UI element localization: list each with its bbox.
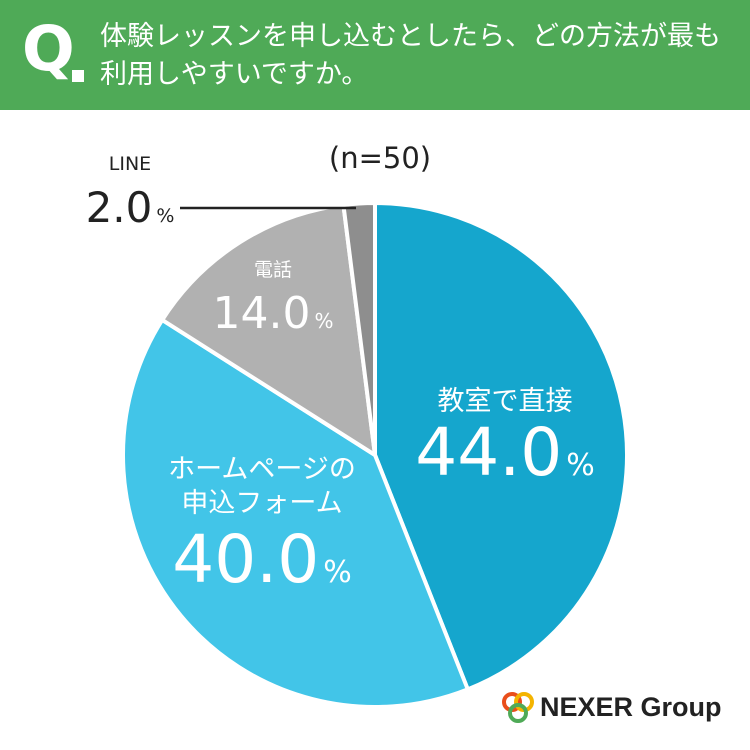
slice-label-1-line-1: 申込フォーム xyxy=(181,488,342,519)
logo-rings-icon xyxy=(502,692,534,723)
logo-text: NEXER Group xyxy=(540,692,722,722)
question-line-2: 利用しやすいですか。 xyxy=(100,59,369,90)
sample-size-note: (n=50) xyxy=(329,141,431,175)
slice-label-0-line-0: 教室で直接 xyxy=(438,386,573,417)
question-header: Q 体験レッスンを申し込むとしたら、どの方法が最も 利用しやすいですか。 xyxy=(0,0,750,110)
slice-value-3: 2.0% xyxy=(86,183,175,232)
slice-label-1-line-0: ホームページの xyxy=(168,454,356,485)
slice-label-2-line-0: 電話 xyxy=(254,259,292,281)
slice-value-0: 44.0% xyxy=(415,414,594,491)
question-text: 体験レッスンを申し込むとしたら、どの方法が最も 利用しやすいですか。 xyxy=(100,18,740,94)
pie-slice-3 xyxy=(341,201,377,457)
pie-slices xyxy=(121,201,629,709)
pie-slice-0 xyxy=(373,201,629,692)
slice-value-2: 14.0% xyxy=(213,288,334,339)
slice-value-1: 40.0% xyxy=(172,521,351,598)
q-mark: Q xyxy=(22,12,75,85)
q-dot xyxy=(72,70,84,82)
nexer-logo: NEXER Group xyxy=(498,688,738,728)
pie-slice-1 xyxy=(121,317,470,709)
slice-label-3-line-0: LINE xyxy=(109,153,151,175)
question-line-1: 体験レッスンを申し込むとしたら、どの方法が最も xyxy=(100,21,721,52)
